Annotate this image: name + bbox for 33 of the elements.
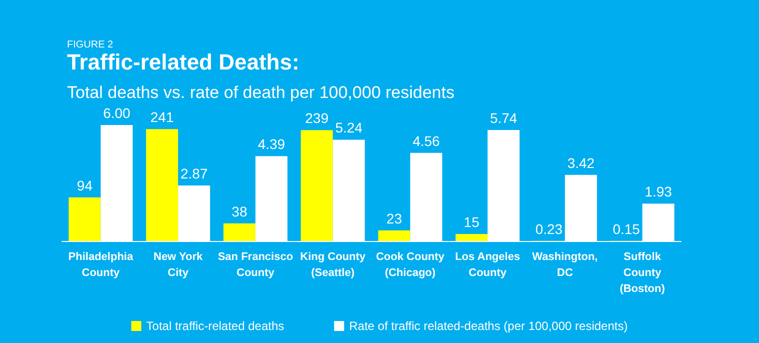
data-label: 241 [150,109,174,126]
data-label: 0.23 [535,220,563,237]
data-label: 94 [76,177,93,194]
caption: FIGURE 2 [67,40,114,50]
data-label: 1.93 [644,184,672,200]
x-tick-label: Philadelphia County [68,251,134,279]
x-tick-label: New York City [154,251,204,279]
x-tick-label: King County (Seattle) [300,251,366,279]
legend-label: Rate of traffic related-deaths (per 100,000 residents) [349,319,628,333]
data-label: 239 [305,110,329,126]
data-label: 15 [464,214,480,230]
data-label: 5.74 [490,110,518,126]
data-label: 0.15 [612,220,640,237]
data-label: 23 [386,210,402,226]
chart-subtitle: Total deaths vs. rate of death per 100,000 residents [67,83,454,102]
x-tick-label: Washington, DC [532,251,598,279]
bar [223,223,256,241]
bar [456,234,488,241]
data-label: 3.42 [567,154,595,171]
x-tick-label: San Francisco County [218,251,294,279]
bar [146,129,178,241]
x-tick-label: Suffolk County (Boston) [620,251,666,295]
data-label: 4.56 [412,132,440,149]
bar [378,230,410,241]
data-label: 6.00 [103,105,131,121]
chart-title: Traffic-related Deaths: [67,50,300,74]
data-label: 2.87 [180,166,208,182]
legend-label: Total traffic-related deaths [146,319,284,333]
data-label: 4.39 [258,136,286,152]
x-tick-label: Los Angeles County [455,251,520,279]
x-tick-label: Cook County (Chicago) [376,251,446,279]
data-label: 5.24 [335,120,363,136]
data-label: 38 [232,203,248,220]
